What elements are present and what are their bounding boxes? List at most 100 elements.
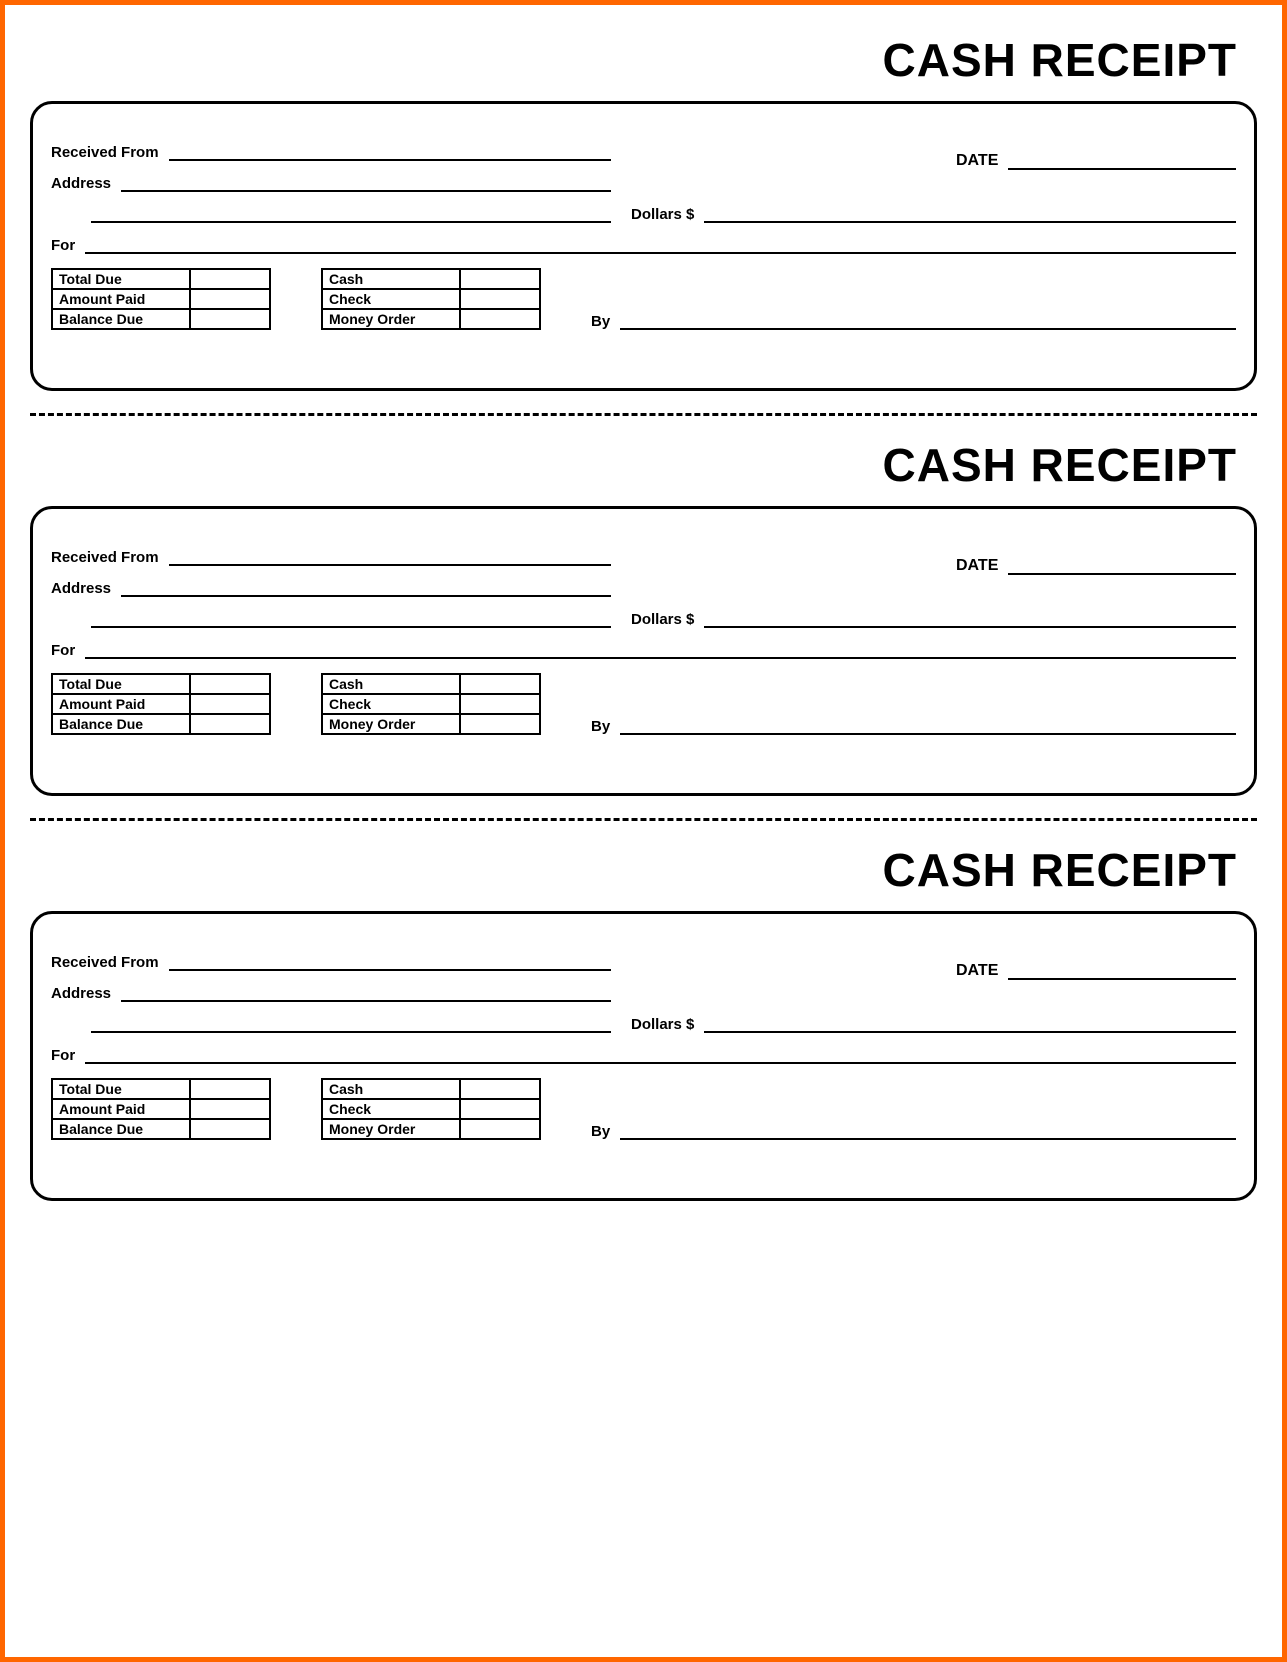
for-line[interactable] <box>85 1062 1236 1064</box>
address-label: Address <box>51 580 111 597</box>
for-line[interactable] <box>85 252 1236 254</box>
payment-table: CashCheckMoney Order <box>321 268 541 330</box>
amount-row-value[interactable] <box>190 1099 270 1119</box>
table-row: Money Order <box>322 1119 540 1139</box>
page-container: CASH RECEIPTDATEReceived FromAddressDoll… <box>0 0 1287 1662</box>
by-line[interactable] <box>620 328 1236 330</box>
receipt-block: CASH RECEIPTDATEReceived FromAddressDoll… <box>30 33 1257 391</box>
address-line[interactable] <box>121 1000 611 1002</box>
payment-row-value[interactable] <box>460 289 540 309</box>
for-label: For <box>51 237 75 254</box>
dollars-label: Dollars $ <box>631 611 694 628</box>
bottom-row: Total DueAmount PaidBalance Due CashCheck… <box>51 268 1236 330</box>
address-label: Address <box>51 175 111 192</box>
table-row: Total Due <box>52 269 270 289</box>
address-row: Address <box>51 175 1236 192</box>
amount-table: Total DueAmount PaidBalance Due <box>51 268 271 330</box>
amount-row-label: Amount Paid <box>52 1099 190 1119</box>
amount-row-label: Amount Paid <box>52 694 190 714</box>
payment-row-label: Money Order <box>322 1119 460 1139</box>
table-row: Amount Paid <box>52 289 270 309</box>
amount-row-value[interactable] <box>190 674 270 694</box>
table-row: Total Due <box>52 674 270 694</box>
amount-row-value[interactable] <box>190 714 270 734</box>
amount-row-label: Amount Paid <box>52 289 190 309</box>
amount-row-value[interactable] <box>190 269 270 289</box>
payment-row-label: Check <box>322 694 460 714</box>
date-label: DATE <box>956 962 998 980</box>
table-row: Money Order <box>322 714 540 734</box>
receipt-block: CASH RECEIPTDATEReceived FromAddressDoll… <box>30 843 1257 1201</box>
payment-row-value[interactable] <box>460 1079 540 1099</box>
receipt-block: CASH RECEIPTDATEReceived FromAddressDoll… <box>30 438 1257 796</box>
address-line-2[interactable] <box>91 221 611 223</box>
address-dollars-row: Dollars $ <box>51 206 1236 223</box>
for-label: For <box>51 1047 75 1064</box>
amount-row-value[interactable] <box>190 289 270 309</box>
address-line-2[interactable] <box>91 626 611 628</box>
dollars-line[interactable] <box>704 626 1236 628</box>
table-row: Check <box>322 289 540 309</box>
received-from-line[interactable] <box>169 969 611 971</box>
payment-row-value[interactable] <box>460 674 540 694</box>
table-row: Cash <box>322 674 540 694</box>
amount-row-value[interactable] <box>190 694 270 714</box>
payment-row-label: Check <box>322 289 460 309</box>
amount-row-label: Total Due <box>52 1079 190 1099</box>
receipt-title: CASH RECEIPT <box>30 438 1237 492</box>
by-label: By <box>591 718 610 735</box>
address-line[interactable] <box>121 190 611 192</box>
table-row: Total Due <box>52 1079 270 1099</box>
receipt-title: CASH RECEIPT <box>30 33 1237 87</box>
table-row: Balance Due <box>52 1119 270 1139</box>
by-field: By <box>591 1123 1236 1140</box>
amount-table: Total DueAmount PaidBalance Due <box>51 1078 271 1140</box>
table-row: Balance Due <box>52 714 270 734</box>
amount-row-value[interactable] <box>190 309 270 329</box>
by-line[interactable] <box>620 733 1236 735</box>
date-line[interactable] <box>1008 978 1236 980</box>
payment-row-label: Cash <box>322 1079 460 1099</box>
receipt-box: DATEReceived FromAddressDollars $ForTota… <box>30 506 1257 796</box>
for-line[interactable] <box>85 657 1236 659</box>
by-field: By <box>591 313 1236 330</box>
table-row: Amount Paid <box>52 694 270 714</box>
payment-row-value[interactable] <box>460 694 540 714</box>
date-line[interactable] <box>1008 573 1236 575</box>
date-field: DATE <box>956 962 1236 980</box>
payment-row-value[interactable] <box>460 269 540 289</box>
payment-row-label: Cash <box>322 269 460 289</box>
dollars-line[interactable] <box>704 221 1236 223</box>
address-row: Address <box>51 580 1236 597</box>
by-line[interactable] <box>620 1138 1236 1140</box>
received-from-line[interactable] <box>169 564 611 566</box>
date-label: DATE <box>956 557 998 575</box>
amount-row-value[interactable] <box>190 1079 270 1099</box>
by-field: By <box>591 718 1236 735</box>
payment-row-value[interactable] <box>460 714 540 734</box>
amount-row-label: Total Due <box>52 269 190 289</box>
cut-line <box>30 413 1257 416</box>
by-label: By <box>591 313 610 330</box>
date-label: DATE <box>956 152 998 170</box>
address-dollars-row: Dollars $ <box>51 611 1236 628</box>
payment-row-label: Money Order <box>322 714 460 734</box>
address-row: Address <box>51 985 1236 1002</box>
dollars-line[interactable] <box>704 1031 1236 1033</box>
payment-row-value[interactable] <box>460 309 540 329</box>
payment-row-value[interactable] <box>460 1119 540 1139</box>
table-row: Cash <box>322 1079 540 1099</box>
date-line[interactable] <box>1008 168 1236 170</box>
dollars-label: Dollars $ <box>631 206 694 223</box>
for-label: For <box>51 642 75 659</box>
amount-row-label: Total Due <box>52 674 190 694</box>
payment-row-value[interactable] <box>460 1099 540 1119</box>
payment-table: CashCheckMoney Order <box>321 1078 541 1140</box>
amount-row-value[interactable] <box>190 1119 270 1139</box>
address-line-2[interactable] <box>91 1031 611 1033</box>
received-from-line[interactable] <box>169 159 611 161</box>
address-line[interactable] <box>121 595 611 597</box>
table-row: Money Order <box>322 309 540 329</box>
table-row: Check <box>322 694 540 714</box>
address-dollars-row: Dollars $ <box>51 1016 1236 1033</box>
